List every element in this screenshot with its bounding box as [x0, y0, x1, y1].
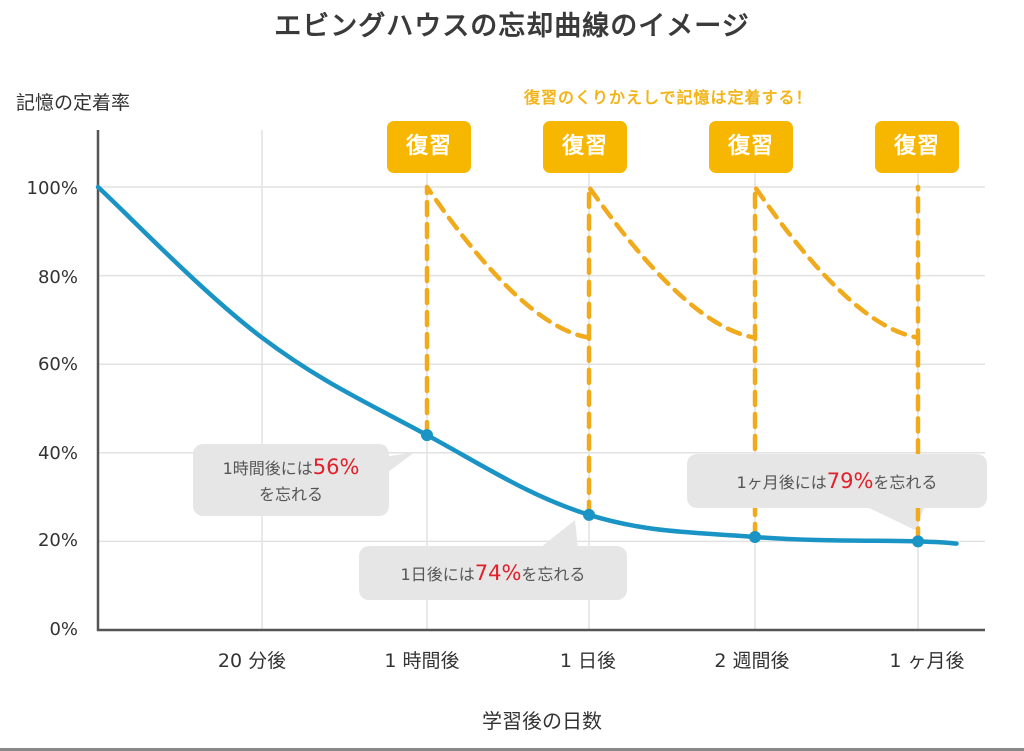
review-dashed-line	[424, 184, 592, 438]
review-dashed-line	[752, 184, 921, 540]
y-tick-label: 40%	[37, 443, 78, 464]
x-tick-label: 1 日後	[559, 650, 617, 672]
review-badge-2: 復習	[543, 121, 627, 173]
chart-title: エビングハウスの忘却曲線のイメージ	[274, 11, 750, 42]
bubble-text: 1ヶ月後には	[736, 473, 827, 492]
x-tick-label: 1 ヶ月後	[889, 650, 965, 672]
bubble-text: を忘れる	[873, 473, 938, 492]
curve-data-point	[749, 530, 761, 543]
x-tick-label: 20 分後	[217, 650, 287, 672]
bubble-percent: 56%	[312, 455, 360, 479]
y-tick-label: 80%	[37, 267, 78, 288]
bubble-text: を忘れる	[521, 565, 586, 584]
review-badge-1: 復習	[387, 121, 471, 173]
y-axis-label: 記憶の定着率	[16, 92, 131, 114]
bubble-text: を忘れる	[258, 485, 323, 504]
bubble-text: 1日後には	[400, 565, 475, 584]
bubble-text: 1時間後には	[222, 459, 313, 478]
review-dashed-line	[586, 184, 758, 518]
review-badge-3: 復習	[709, 121, 793, 173]
y-tick-label: 60%	[37, 354, 78, 375]
annotation-bubble-1day: 1日後には74%を忘れる	[359, 546, 627, 600]
review-badge-4: 復習	[875, 121, 959, 173]
y-tick-label: 0%	[49, 619, 78, 640]
headline-annotation: 復習のくりかえしで記憶は定着する！	[524, 88, 813, 107]
annotation-bubble-1hour: 1時間後には56% を忘れる	[193, 444, 389, 516]
bubble-tail	[540, 520, 578, 548]
bubble-percent: 74%	[474, 561, 522, 585]
annotation-bubble-1month: 1ヶ月後には79%を忘れる	[687, 454, 987, 508]
y-tick-label: 100%	[26, 178, 78, 199]
bubble-tail	[865, 506, 925, 530]
y-tick-label: 20%	[37, 530, 78, 551]
curve-data-point	[912, 535, 924, 548]
x-axis-label: 学習後の日数	[482, 709, 602, 733]
forgetting-curve-line	[95, 184, 959, 546]
curve-data-point	[583, 508, 595, 521]
x-tick-label: 1 時間後	[384, 650, 460, 672]
bottom-divider	[0, 748, 1024, 751]
bubble-percent: 79%	[826, 469, 874, 493]
x-tick-label: 2 週間後	[714, 650, 790, 672]
curve-data-point	[421, 429, 433, 442]
